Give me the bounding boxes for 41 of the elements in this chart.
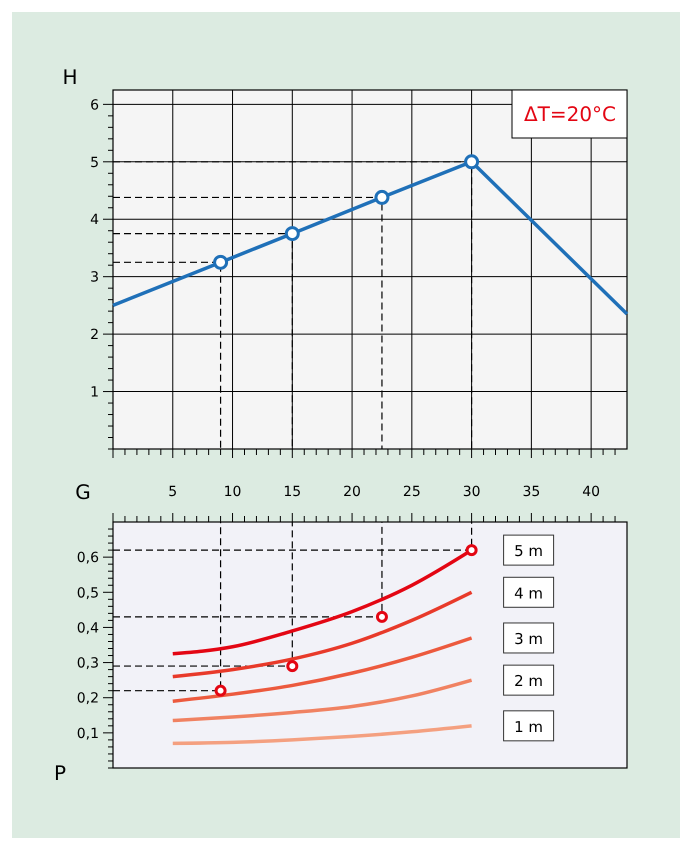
y-tick-label: 2	[90, 327, 99, 344]
text: 2 m	[514, 672, 544, 690]
point	[213, 254, 228, 270]
y-tick-label: 0,4	[76, 620, 100, 636]
y-tick-label: 4	[90, 212, 100, 228]
point	[284, 226, 300, 242]
x-tick-label: 5	[168, 484, 178, 500]
x-tick-label: 15	[283, 484, 302, 500]
y-tick-label: 0,5	[76, 585, 99, 602]
line-series	[171, 636, 474, 703]
y-tick-label: 5	[90, 154, 99, 171]
x-axis-title: G	[75, 480, 91, 504]
point	[374, 190, 390, 205]
y-tick-label: 6	[90, 97, 100, 114]
text: 5 m	[514, 542, 544, 560]
x-tick-label: 35	[522, 484, 540, 500]
line-series	[171, 724, 474, 746]
y-tick-label: 3	[90, 270, 99, 286]
point	[214, 684, 227, 697]
text: 3 m	[514, 630, 544, 648]
point	[376, 610, 388, 623]
text: 1 m	[514, 718, 544, 736]
point	[286, 660, 298, 672]
x-tick-label: 40	[582, 484, 600, 500]
x-tick-label: 30	[462, 484, 481, 500]
y-axis-title: P	[54, 761, 66, 785]
annotation: ΔT=20°C	[524, 102, 616, 126]
point	[466, 544, 478, 556]
x-tick-label: 20	[343, 484, 361, 500]
y-tick-label: 0,6	[76, 550, 100, 566]
y-axis-title: H	[62, 65, 78, 89]
line-series	[171, 678, 474, 722]
y-tick-label: 0,2	[76, 690, 99, 707]
text: 4 m	[514, 584, 544, 602]
point	[464, 154, 480, 170]
y-tick-label: 0,1	[76, 726, 99, 742]
line-series	[171, 590, 474, 678]
y-tick-label: 0,3	[76, 656, 99, 672]
x-tick-label: 10	[224, 484, 242, 500]
y-tick-label: 1	[90, 384, 99, 401]
x-tick-label: 25	[402, 484, 421, 500]
